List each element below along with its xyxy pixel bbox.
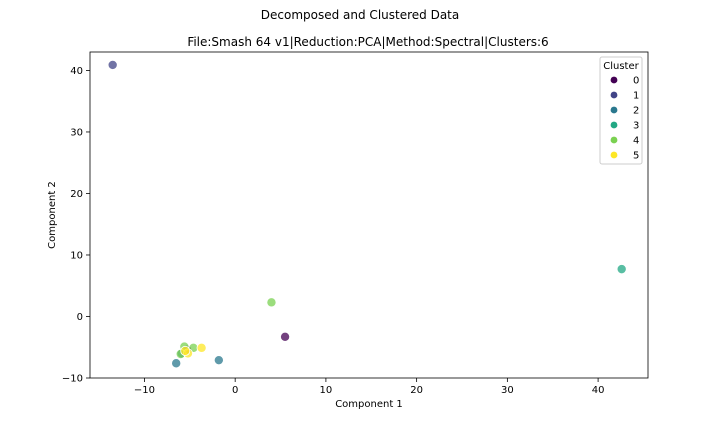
data-point-cluster-4 — [266, 297, 277, 308]
y-tick-label: 0 — [77, 312, 83, 323]
data-point-cluster-2 — [171, 358, 182, 369]
data-point-cluster-2 — [213, 355, 224, 366]
data-point-cluster-5 — [196, 342, 207, 353]
legend-label-4: 4 — [633, 136, 639, 147]
x-tick-label: 0 — [232, 385, 238, 396]
legend-frame — [599, 56, 643, 165]
x-tick-label: 30 — [501, 385, 514, 396]
legend: Cluster 0 1 2 3 4 5 — [599, 56, 643, 165]
data-point-cluster-3 — [616, 264, 627, 275]
x-axis-label: Component 1 — [335, 399, 403, 410]
chart-title: File:Smash 64 v1|Reduction:PCA|Method:Sp… — [187, 35, 548, 49]
data-point-cluster-0 — [280, 331, 291, 342]
legend-marker-0 — [610, 76, 618, 84]
x-axis-ticks: −10 0 10 20 30 40 — [134, 378, 605, 396]
y-axis-ticks: −10 0 10 20 30 40 — [62, 66, 90, 385]
y-tick-label: 20 — [70, 189, 83, 200]
y-axis-label: Component 2 — [47, 181, 58, 249]
legend-marker-3 — [610, 121, 618, 129]
figure-suptitle: Decomposed and Clustered Data — [261, 8, 459, 22]
legend-label-2: 2 — [633, 106, 639, 117]
legend-marker-2 — [610, 106, 618, 114]
x-tick-label: −10 — [134, 385, 155, 396]
legend-label-3: 3 — [633, 121, 639, 132]
data-point-cluster-5 — [180, 345, 191, 356]
legend-marker-5 — [610, 151, 618, 159]
y-tick-label: 10 — [70, 250, 83, 261]
legend-marker-4 — [610, 136, 618, 144]
legend-title: Cluster — [603, 61, 639, 72]
x-tick-label: 20 — [410, 385, 423, 396]
legend-label-1: 1 — [633, 91, 639, 102]
x-tick-label: 10 — [320, 385, 333, 396]
legend-items: 0 1 2 3 4 5 — [610, 76, 639, 162]
y-tick-label: 40 — [70, 66, 83, 77]
y-tick-label: −10 — [62, 374, 83, 385]
x-tick-label: 40 — [592, 385, 605, 396]
legend-label-0: 0 — [633, 76, 639, 87]
legend-marker-1 — [610, 91, 618, 99]
legend-label-5: 5 — [633, 151, 639, 162]
plot-area — [89, 51, 649, 379]
y-tick-label: 30 — [70, 127, 83, 138]
data-point-cluster-1 — [107, 59, 118, 70]
data-points — [107, 59, 627, 369]
